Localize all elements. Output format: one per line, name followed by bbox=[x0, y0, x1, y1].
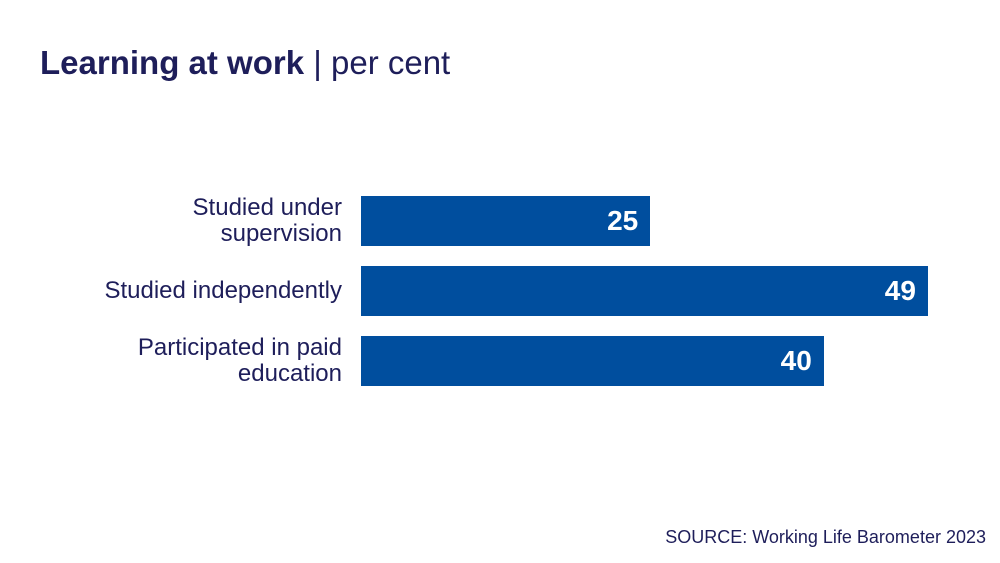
title-main: Learning at work bbox=[40, 44, 305, 81]
source-note: SOURCE: Working Life Barometer 2023 bbox=[665, 527, 986, 547]
title-subtitle: per cent bbox=[330, 44, 451, 81]
chart-title: Learning at work | per cent bbox=[40, 44, 451, 81]
category-label: Studied independently bbox=[104, 277, 342, 304]
data-label: 25 bbox=[607, 205, 639, 236]
category-label: Participated in paid education bbox=[137, 334, 342, 387]
bar: 40 bbox=[361, 336, 824, 386]
data-label: 40 bbox=[780, 345, 812, 376]
data-label: 49 bbox=[884, 275, 916, 306]
bar: 25 bbox=[361, 196, 651, 246]
category-label: Studied under supervision bbox=[192, 194, 342, 247]
bar: 49 bbox=[361, 266, 928, 316]
